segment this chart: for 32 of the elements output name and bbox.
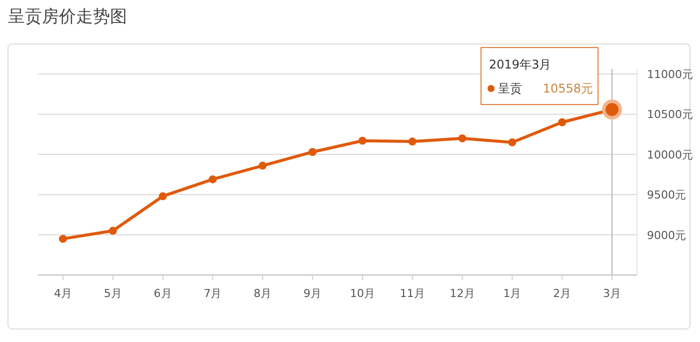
y-tick-label: 11000元: [647, 68, 693, 81]
point: [308, 148, 317, 156]
data-label: 10558元: [542, 82, 594, 96]
y-tick-label: 10500元: [647, 108, 693, 122]
chart-title: 呈贡房价走势图: [8, 7, 127, 27]
point: [558, 118, 566, 126]
y-tick-label: 9500元: [647, 188, 686, 202]
x-tick-label: 6月: [154, 287, 172, 300]
point: [258, 162, 267, 170]
x-tick-label: 3月: [603, 287, 622, 300]
text: 2019年3月: [489, 58, 552, 72]
legend-label: 呈贡: [498, 82, 522, 96]
y-tick-label: 10000元: [647, 148, 693, 162]
x-tick-label: 10月: [350, 287, 375, 300]
point: [358, 136, 366, 145]
point: [408, 138, 416, 146]
y-tick-label: 9000元: [647, 228, 686, 242]
x-tick-label: 9月: [304, 287, 322, 300]
point: [58, 234, 67, 243]
point: [208, 175, 217, 184]
x-tick-label: 11月: [400, 287, 425, 300]
x-tick-label: 1月: [503, 287, 522, 300]
x-tick-label: 12月: [450, 287, 475, 300]
x-tick-label: 4月: [54, 287, 72, 300]
point: [508, 138, 516, 146]
x-tick-label: 7月: [204, 287, 222, 300]
x-tick-label: 2月: [553, 287, 572, 300]
x-tick-label: 8月: [254, 287, 272, 300]
point: [158, 192, 167, 200]
x-tick-label: 5月: [104, 287, 122, 300]
point: [458, 134, 466, 142]
point: [108, 226, 117, 235]
